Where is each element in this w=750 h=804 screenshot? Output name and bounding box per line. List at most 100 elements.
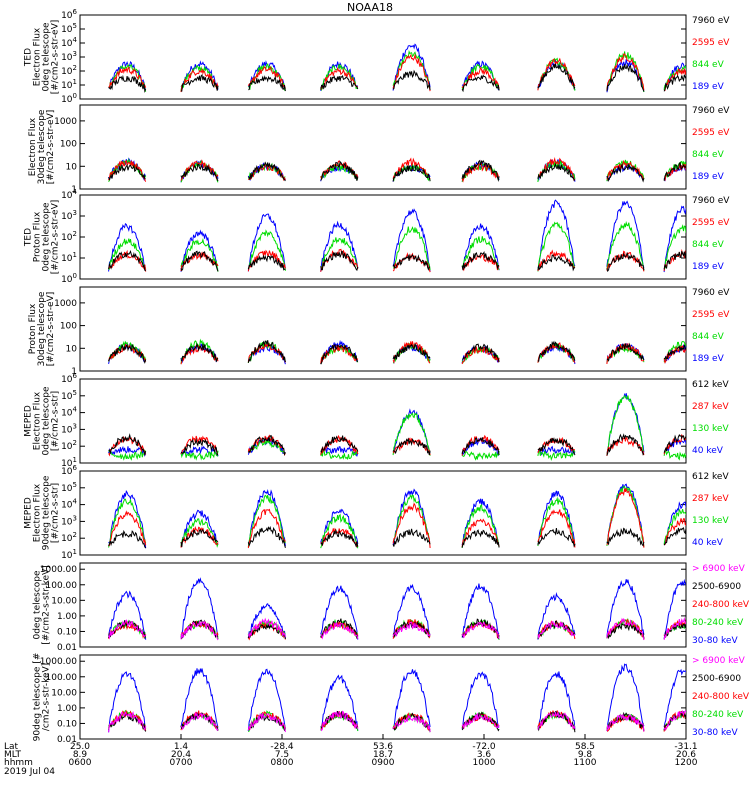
series-line-844-ev (537, 221, 576, 272)
panel-data (108, 392, 686, 461)
series-line--6900-kev (320, 710, 359, 732)
y-axis-label: MEPEDElectron Flux90deg telescope[#/cm2-… (24, 475, 61, 550)
series-line-7960-ev (108, 164, 146, 181)
y-axis-label: Proton Flux30deg telescope[#/cm2-s-str-e… (28, 291, 56, 366)
y-tick-label: 105 (61, 22, 77, 35)
series-line--6900-kev (663, 709, 686, 731)
series-line-189-ev (180, 229, 219, 272)
series-line-612-kev (320, 528, 359, 548)
series-line-130-kev (537, 449, 576, 461)
series-line-130-kev (392, 412, 431, 456)
series-line-7960-ev (606, 342, 645, 362)
y-tick-label: 102 (61, 230, 77, 243)
legend-entry: 844 eV (692, 332, 725, 342)
series-line-7960-ev (461, 159, 500, 182)
y-tick-label: 103 (61, 209, 77, 222)
series-line-189-ev (320, 220, 359, 272)
series-line-189-ev (663, 205, 686, 273)
series-line--6900-kev (108, 711, 147, 733)
y-tick-label: 101 (61, 251, 77, 264)
series-line-844-ev (108, 238, 147, 270)
y-tick-label: 0.01 (57, 643, 77, 653)
legend-entry: 2595 eV (692, 128, 730, 138)
series-line-189-ev (462, 223, 500, 271)
series-line-30-80-kev (180, 668, 219, 728)
series-line-844-ev (606, 220, 645, 271)
series-line--6900-kev (537, 711, 576, 730)
series-line-40-kev (537, 490, 576, 546)
series-line--6900-kev (537, 620, 576, 639)
legend-entry: 130 keV (692, 516, 729, 526)
series-line-2595-ev (247, 65, 286, 89)
x-tick-label-hhmm: 1100 (574, 758, 597, 768)
series-line-7960-ev (392, 343, 431, 360)
legend-entry: 80-240 keV (692, 618, 744, 628)
series-line--6900-kev (606, 617, 645, 641)
y-tick-label: 100 (60, 140, 77, 150)
x-tick-label-lat: -72.0 (472, 742, 496, 752)
y-tick-label: 100.00 (46, 581, 78, 591)
series-line-130-kev (606, 394, 645, 455)
series-line-7960-ev (392, 164, 431, 182)
series-line-7960-ev (606, 162, 645, 183)
series-line-189-ev (663, 62, 686, 89)
series-line-7960-ev (180, 163, 219, 182)
x-tick-label-hhmm: 0800 (271, 758, 294, 768)
series-line-844-ev (537, 57, 576, 91)
series-line-130-kev (108, 498, 147, 548)
series-line--6900-kev (392, 714, 431, 732)
series-line-30-80-kev (461, 583, 500, 638)
legend-entry: 40 keV (692, 538, 724, 548)
series-line-7960-ev (108, 343, 147, 364)
series-line-40-kev (320, 446, 359, 457)
series-line-287-kev (664, 518, 686, 546)
series-line-612-kev (606, 527, 645, 547)
series-line-7960-ev (108, 249, 147, 272)
series-line-287-kev (247, 508, 286, 549)
series-line-189-ev (247, 213, 286, 272)
series-line-2500-6900 (606, 622, 645, 640)
x-tick-label-hhmm: 0600 (69, 758, 92, 768)
legend-entry: 844 eV (692, 150, 725, 160)
series-line-2595-ev (392, 53, 431, 92)
panel-frame (79, 470, 687, 556)
series-line-189-ev (537, 344, 576, 365)
panel-data (108, 483, 686, 549)
series-line-612-kev (606, 433, 645, 456)
legend-entry: 2500-6900 (692, 674, 741, 684)
y-tick-label: 106 (61, 372, 77, 385)
x-tick-label-hhmm: 1200 (675, 758, 698, 768)
series-line-612-kev (537, 528, 576, 548)
legend-entry: 612 keV (692, 380, 729, 390)
series-line-30-80-kev (108, 590, 147, 640)
x-tick-label-mlt: 7.5 (275, 750, 289, 760)
legend-entry: 30-80 keV (692, 636, 738, 646)
legend-entry: 7960 eV (692, 106, 730, 116)
legend-entry: 80-240 keV (692, 710, 744, 720)
panel-frame (79, 654, 687, 740)
series-line-612-kev (537, 437, 576, 456)
series-line--6900-kev (461, 713, 500, 730)
series-line-612-kev (247, 525, 286, 549)
panel-frame (79, 562, 687, 648)
x-tick-label-lat: 58.5 (575, 742, 595, 752)
x-tick-label-lat: 53.6 (373, 742, 393, 752)
series-line-612-kev (247, 434, 286, 456)
series-line-2595-ev (108, 66, 147, 90)
panel-data (108, 199, 686, 273)
y-axis-label: 90deg telescope [#/cm2-s-str-keV] (33, 653, 52, 742)
series-line-30-80-kev (247, 603, 286, 639)
y-tick-label: 103 (61, 50, 77, 63)
series-line-40-kev (537, 445, 576, 456)
legend-entry: 189 eV (692, 354, 725, 364)
y-tick-label: 1000 (54, 117, 77, 127)
y-tick-label: 102 (61, 439, 77, 452)
legend-entry: 612 keV (692, 472, 729, 482)
series-line-130-kev (663, 450, 686, 461)
y-tick-label: 104 (61, 188, 77, 201)
series-line-7960-ev (606, 63, 645, 92)
series-line--6900-kev (108, 619, 147, 640)
series-line-7960-ev (320, 343, 359, 365)
